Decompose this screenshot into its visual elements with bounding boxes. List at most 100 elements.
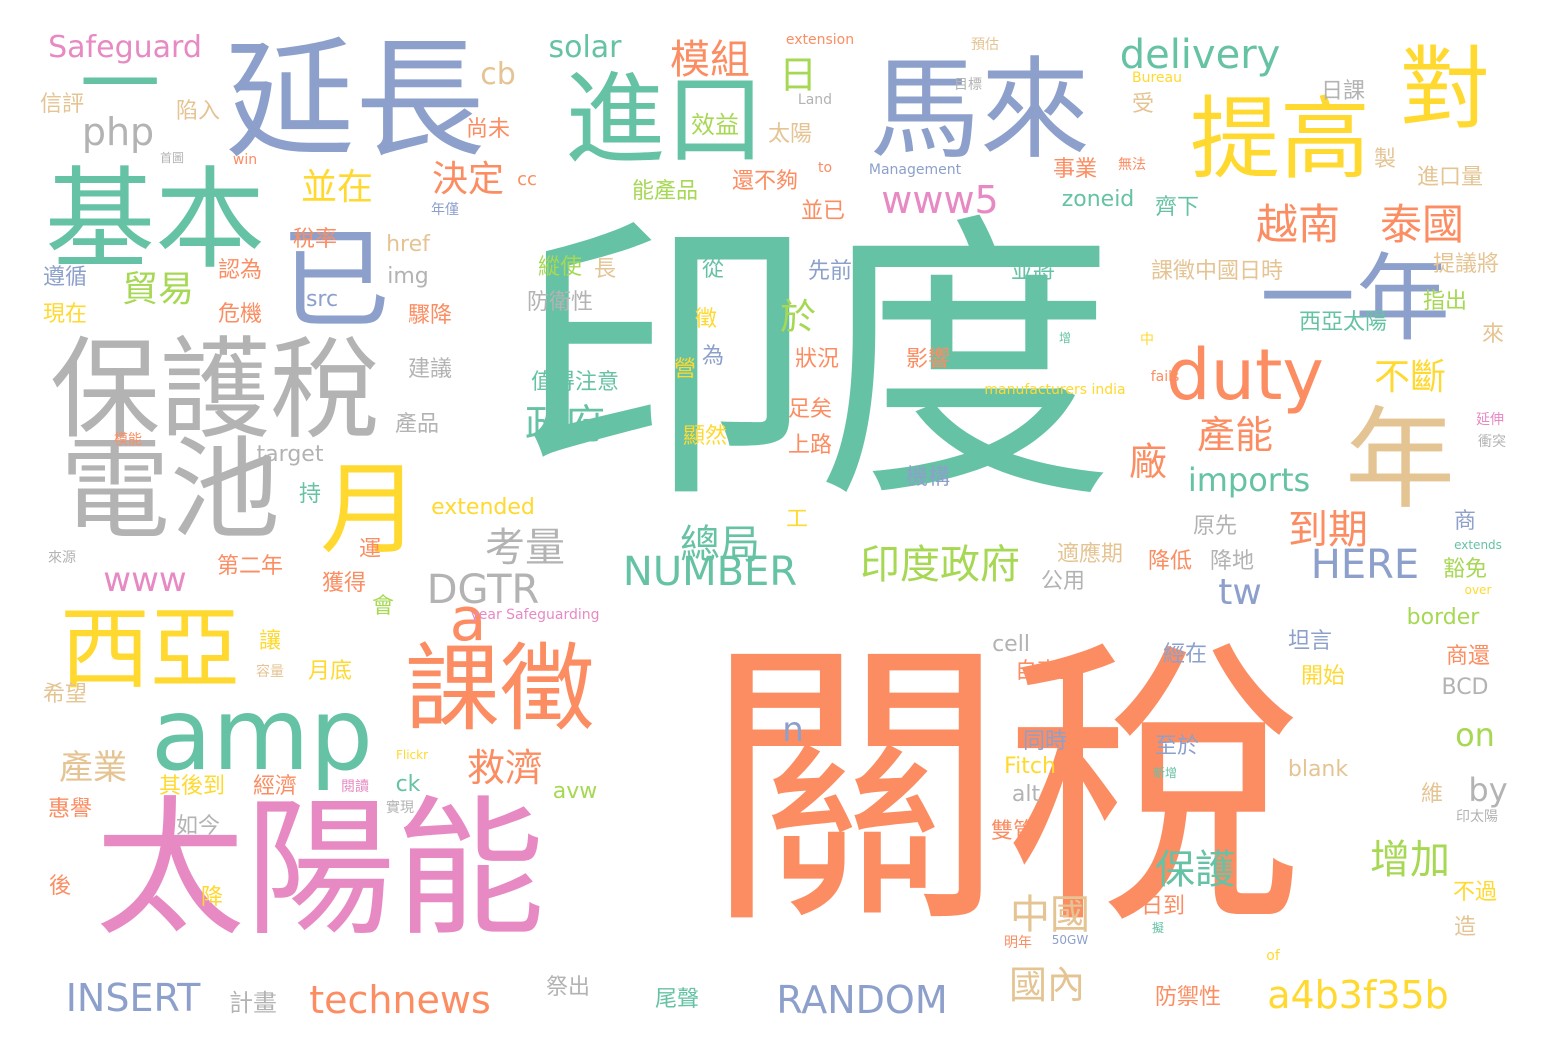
cloud-word: 廠 <box>1128 440 1168 484</box>
cloud-word: blank <box>1287 757 1349 782</box>
cloud-word: 從 <box>701 257 725 282</box>
cloud-word: 防衛性 <box>526 290 594 315</box>
cloud-word: INSERT <box>65 976 201 1020</box>
cloud-word: 還不夠 <box>731 169 799 194</box>
cloud-word: delivery <box>1119 32 1281 78</box>
cloud-word: 希望 <box>42 682 88 707</box>
cloud-word: Land <box>797 92 833 108</box>
cloud-word: 西亞 <box>60 597 240 702</box>
cloud-word: technews <box>309 978 491 1022</box>
cloud-word: 產能 <box>1196 413 1274 457</box>
cloud-word: year Safeguarding <box>470 607 600 623</box>
cloud-word: php <box>81 110 155 154</box>
cloud-word: 保護 <box>1155 847 1235 893</box>
cloud-word: 商還 <box>1445 644 1491 669</box>
cloud-word: 顯然 <box>682 424 728 449</box>
cloud-word: NUMBER <box>622 549 798 595</box>
cloud-word: 雙管 <box>990 819 1036 844</box>
cloud-word: a <box>449 585 487 655</box>
cloud-word: 降地 <box>1209 549 1255 574</box>
cloud-word: 造 <box>1453 915 1477 940</box>
cloud-word: 至於 <box>1154 734 1200 759</box>
cloud-word: 延伸 <box>1476 412 1504 428</box>
cloud-word: cc <box>517 169 537 190</box>
cloud-word: win <box>232 152 258 168</box>
cloud-word: 到期 <box>1288 507 1368 553</box>
cloud-word: 工 <box>785 507 809 532</box>
cloud-word: 獲得 <box>321 571 367 596</box>
cloud-word: 中國 <box>1010 892 1090 938</box>
cloud-word: 持 <box>298 482 322 507</box>
cloud-word: Fitch <box>1004 754 1056 779</box>
cloud-word: cell <box>992 632 1030 657</box>
cloud-word: 運 <box>358 537 382 562</box>
cloud-word: of <box>1266 948 1280 964</box>
cloud-word: over <box>1464 583 1492 597</box>
cloud-word: 課徵中國日時 <box>1150 259 1284 284</box>
cloud-word: 降 <box>200 885 224 910</box>
cloud-word: 危機 <box>217 302 263 327</box>
cloud-word: avw <box>552 779 598 804</box>
cloud-word: 自東亞 <box>1014 659 1082 684</box>
cloud-word: 公用 <box>1040 569 1086 594</box>
cloud-word: www5 <box>881 178 999 222</box>
cloud-word: target <box>256 442 324 467</box>
cloud-word: alt <box>1011 782 1041 807</box>
cloud-word: 足矣 <box>787 397 833 422</box>
cloud-word: RANDOM <box>776 978 948 1022</box>
cloud-word: imports <box>1187 461 1311 499</box>
cloud-word: 齊下 <box>1154 195 1200 220</box>
cloud-word: 狀況 <box>794 347 840 372</box>
cloud-word: 為 <box>701 344 725 369</box>
cloud-word: extended <box>431 495 535 520</box>
cloud-word: extends <box>1454 538 1502 552</box>
cloud-word: 基本 <box>45 156 265 284</box>
cloud-word: ck <box>395 772 421 797</box>
cloud-word: 首圖 <box>159 151 185 165</box>
cloud-word: 稅率 <box>292 227 338 252</box>
cloud-word: manufacturers india <box>984 382 1126 398</box>
cloud-word: 現在 <box>42 302 88 327</box>
cloud-word: 經在 <box>1162 642 1208 667</box>
cloud-word: 惠譽 <box>47 797 93 822</box>
cloud-word: 關稅 <box>705 615 1305 964</box>
cloud-word: 遵循 <box>42 265 88 290</box>
cloud-word: 對 <box>1400 37 1490 142</box>
cloud-word: 擬 <box>1151 921 1165 935</box>
cloud-word: 月底 <box>307 659 353 684</box>
cloud-word: 營 <box>673 357 697 382</box>
cloud-word: href <box>386 232 430 257</box>
cloud-word: 祭出 <box>545 975 591 1000</box>
cloud-word: 貿易 <box>121 269 195 310</box>
cloud-word: 明年 <box>1004 935 1032 951</box>
cloud-word: 原先 <box>1192 514 1238 539</box>
cloud-word: 西亞太陽 <box>1298 310 1388 335</box>
cloud-word: 閱讀 <box>341 779 369 795</box>
cloud-word: 年 <box>1345 396 1455 524</box>
cloud-word: 維 <box>1420 782 1444 807</box>
cloud-word: 考量 <box>485 525 565 571</box>
cloud-word: DGTR <box>426 567 540 613</box>
cloud-word: 同時 <box>1022 729 1068 754</box>
cloud-word: 越南 <box>1255 200 1341 249</box>
cloud-word: 受 <box>1131 92 1155 117</box>
cloud-word: BCD <box>1441 675 1489 700</box>
cloud-word: to <box>817 160 833 176</box>
cloud-word: 無法 <box>1118 157 1146 173</box>
cloud-word: 其後到 <box>158 774 226 799</box>
cloud-word: 認為 <box>217 258 263 283</box>
cloud-word: 適應期 <box>1056 542 1124 567</box>
cloud-word: 印度 <box>515 190 1115 539</box>
cloud-word: 上路 <box>787 433 833 458</box>
cloud-word: 一年 <box>1259 244 1451 355</box>
cloud-word: 日課 <box>1320 79 1366 104</box>
cloud-word: 來源 <box>48 550 76 566</box>
cloud-word: 預估 <box>971 37 999 53</box>
cloud-word: a4b3f35b <box>1267 973 1449 1017</box>
cloud-word: Management <box>868 162 962 178</box>
cloud-word: 防禦性 <box>1154 985 1222 1010</box>
cloud-word: 指出 <box>1422 289 1468 314</box>
cloud-word: fails <box>1150 369 1180 385</box>
cloud-word: cb <box>480 57 516 92</box>
cloud-word: 一 <box>80 38 160 131</box>
